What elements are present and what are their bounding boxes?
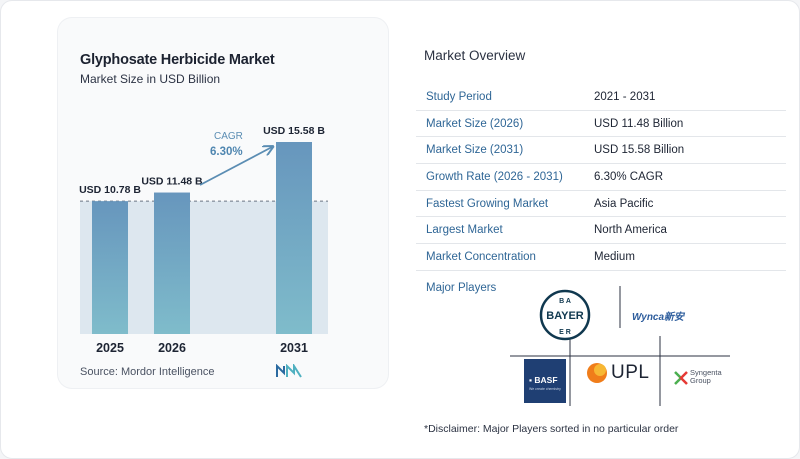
upl-sun-icon <box>587 363 607 383</box>
overview-row: Market Size (2026) USD 11.48 Billion <box>416 111 786 138</box>
basf-logo: ▪ BASF We create chemistry <box>524 359 566 403</box>
syngenta-line1: Syngenta <box>690 368 722 377</box>
overview-row: Market Size (2031) USD 15.58 Billion <box>416 137 786 165</box>
overview-row-label: Market Concentration <box>426 250 536 263</box>
cagr-value: 6.30% <box>210 146 243 158</box>
overview-row-value: USD 15.58 Billion <box>594 144 685 157</box>
data-label-2031: USD 15.58 B <box>263 125 325 137</box>
chart-title: Glyphosate Herbicide Market <box>80 52 275 68</box>
data-label-2025: USD 10.78 B <box>79 184 141 196</box>
syngenta-wordmark: Syngenta Group <box>690 369 722 385</box>
overview-row: Study Period 2021 - 2031 <box>416 84 786 111</box>
svg-text:B A: B A <box>559 298 571 305</box>
bayer-logo-icon: BAYER B A E R <box>539 289 591 341</box>
upl-wordmark: UPL <box>611 362 650 383</box>
bar-2026 <box>154 192 190 334</box>
overview-row-value: North America <box>594 224 667 237</box>
wynca-logo: Wynca新安 <box>632 312 685 323</box>
basf-wordmark: ▪ BASF <box>529 375 558 385</box>
overview-row-value: USD 11.48 Billion <box>594 117 684 130</box>
mordor-logo-icon <box>276 364 302 378</box>
svg-text:E R: E R <box>559 329 571 336</box>
source-text: Source: Mordor Intelligence <box>80 366 215 378</box>
syngenta-icon <box>674 371 688 385</box>
players-grid <box>510 286 730 406</box>
players-label: Major Players <box>426 282 497 294</box>
syngenta-line2: Group <box>690 376 711 385</box>
overview-row-label: Market Size (2026) <box>426 117 524 130</box>
overview-row-value: 2021 - 2031 <box>594 90 656 103</box>
overview-row-label: Study Period <box>426 90 492 103</box>
overview-table: Study Period 2021 - 2031 Market Size (2026… <box>416 84 786 271</box>
bar-2025 <box>92 201 128 334</box>
overview-row: Market Concentration Medium <box>416 244 786 271</box>
svg-text:BAYER: BAYER <box>546 310 584 322</box>
overview-row-value: Medium <box>594 250 635 263</box>
cagr-label: CAGR <box>214 131 243 142</box>
overview-row: Growth Rate (2026 - 2031) 6.30% CAGR <box>416 164 786 191</box>
bar-chart: USD 10.78 B 2025 USD 11.48 B 2026 USD 15.58 … <box>79 125 328 355</box>
overview-row-label: Growth Rate (2026 - 2031) <box>426 170 563 183</box>
disclaimer: *Disclaimer: Major Players sorted in no … <box>424 423 679 435</box>
data-label-2026: USD 11.48 B <box>141 176 203 188</box>
chart-subtitle: Market Size in USD Billion <box>80 72 221 86</box>
overview-row-value: 6.30% CAGR <box>594 170 664 183</box>
x-tick-2031: 2031 <box>280 341 308 355</box>
overview-row-label: Largest Market <box>426 224 503 237</box>
overview-title: Market Overview <box>424 48 526 63</box>
cagr-arrow <box>199 147 272 186</box>
overview-row-value: Asia Pacific <box>594 197 654 210</box>
x-tick-2026: 2026 <box>158 341 186 355</box>
overview-row-label: Fastest Growing Market <box>426 197 549 210</box>
overview-row-label: Market Size (2031) <box>426 144 524 157</box>
basf-tagline: We create chemistry <box>529 387 561 391</box>
overview-row: Largest Market North America <box>416 217 786 245</box>
overview-row: Fastest Growing Market Asia Pacific <box>416 191 786 218</box>
players-logos: BAYER B A E R Wynca新安 ▪ BASF We create c… <box>510 286 730 406</box>
x-tick-2025: 2025 <box>96 341 124 355</box>
bar-2031 <box>276 142 312 334</box>
